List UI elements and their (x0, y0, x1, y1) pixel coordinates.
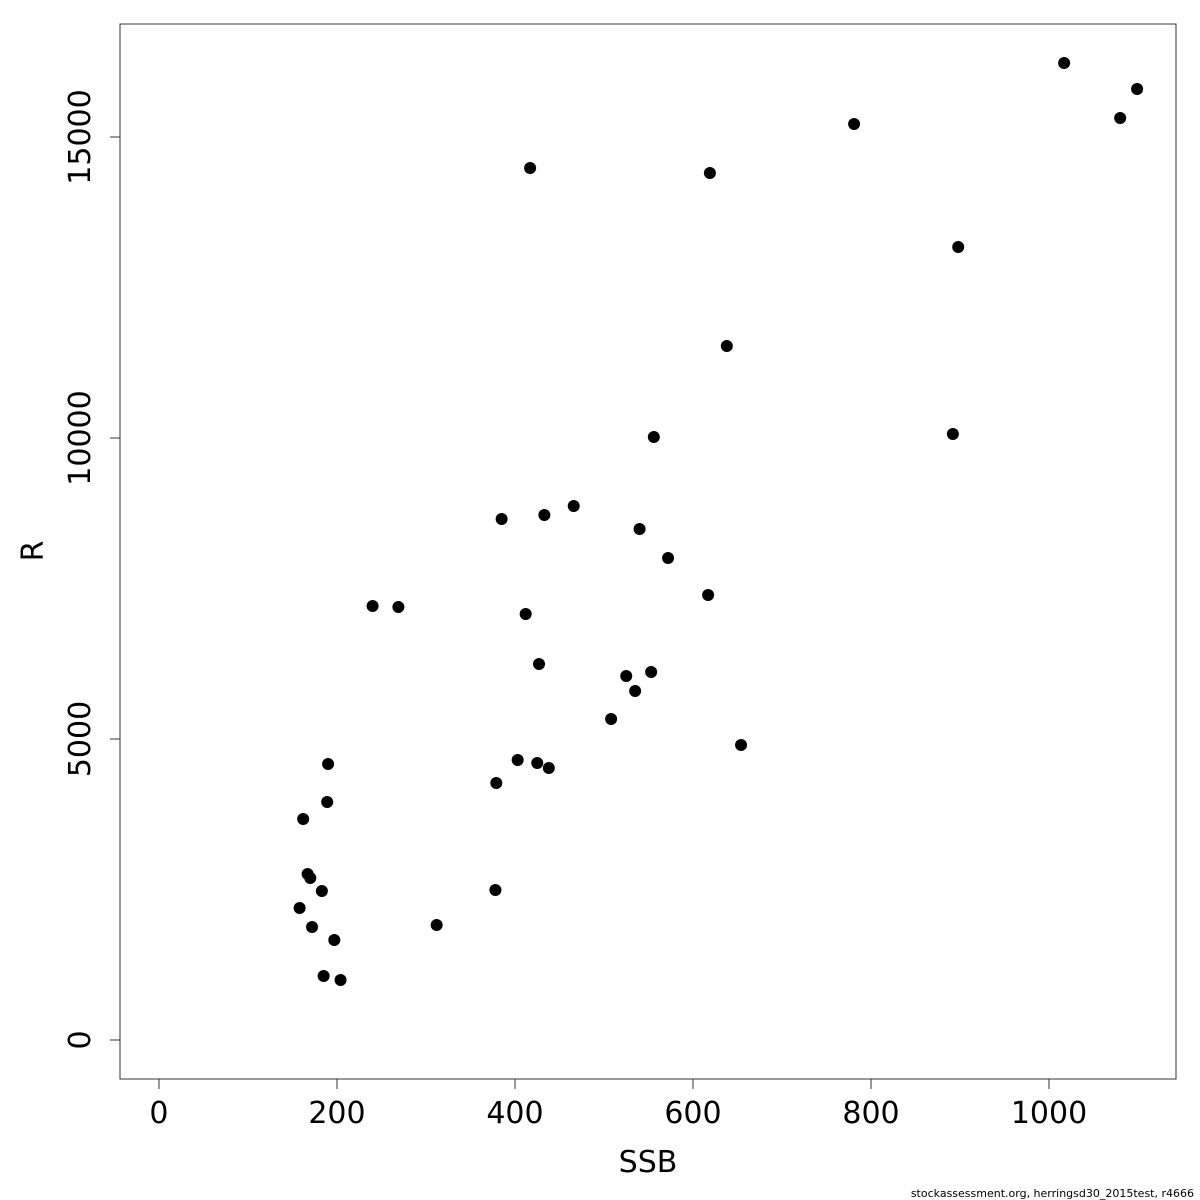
y-tick-label: 15000 (63, 89, 98, 184)
y-tick-label: 5000 (63, 701, 98, 777)
point (633, 523, 646, 536)
point (620, 669, 633, 682)
y-axis-label: R (16, 541, 51, 562)
point (1114, 111, 1127, 124)
point (538, 508, 551, 521)
y-tick-label: 10000 (63, 390, 98, 485)
point (735, 739, 748, 752)
point (952, 240, 965, 253)
point (304, 871, 317, 884)
point (1131, 83, 1144, 96)
point (317, 969, 330, 982)
point (531, 757, 544, 770)
x-axis-label: SSB (619, 1145, 678, 1180)
point (703, 166, 716, 179)
point (495, 513, 508, 526)
point (297, 812, 310, 825)
point (662, 551, 675, 564)
point (720, 340, 733, 353)
point (524, 161, 537, 174)
point (567, 500, 580, 513)
x-tick-label: 600 (664, 1096, 721, 1131)
point (489, 883, 502, 896)
point (702, 588, 715, 601)
point (647, 430, 660, 443)
point (533, 657, 546, 670)
point (321, 796, 334, 809)
point (366, 600, 379, 613)
point (946, 428, 959, 441)
x-tick-label: 0 (149, 1096, 168, 1131)
point (490, 776, 503, 789)
x-tick-label: 400 (486, 1096, 543, 1131)
point (315, 884, 328, 897)
point (328, 933, 341, 946)
x-tick-label: 200 (308, 1096, 365, 1131)
point (511, 754, 524, 767)
point (392, 600, 405, 613)
point (848, 117, 861, 130)
y-tick-label: 0 (63, 1030, 98, 1049)
point (306, 920, 319, 933)
point (293, 901, 306, 914)
point (542, 762, 555, 775)
point (322, 757, 335, 770)
x-tick-label: 800 (842, 1096, 899, 1131)
x-tick-label: 1000 (1011, 1096, 1087, 1131)
plot-frame (119, 23, 1177, 1080)
point (334, 973, 347, 986)
point (605, 713, 618, 726)
point (645, 665, 658, 678)
point (629, 685, 642, 698)
point (430, 919, 443, 932)
point (1058, 57, 1071, 70)
footer: stockassessment.org, herringsd30_2015tes… (911, 1187, 1194, 1200)
point (519, 608, 532, 621)
